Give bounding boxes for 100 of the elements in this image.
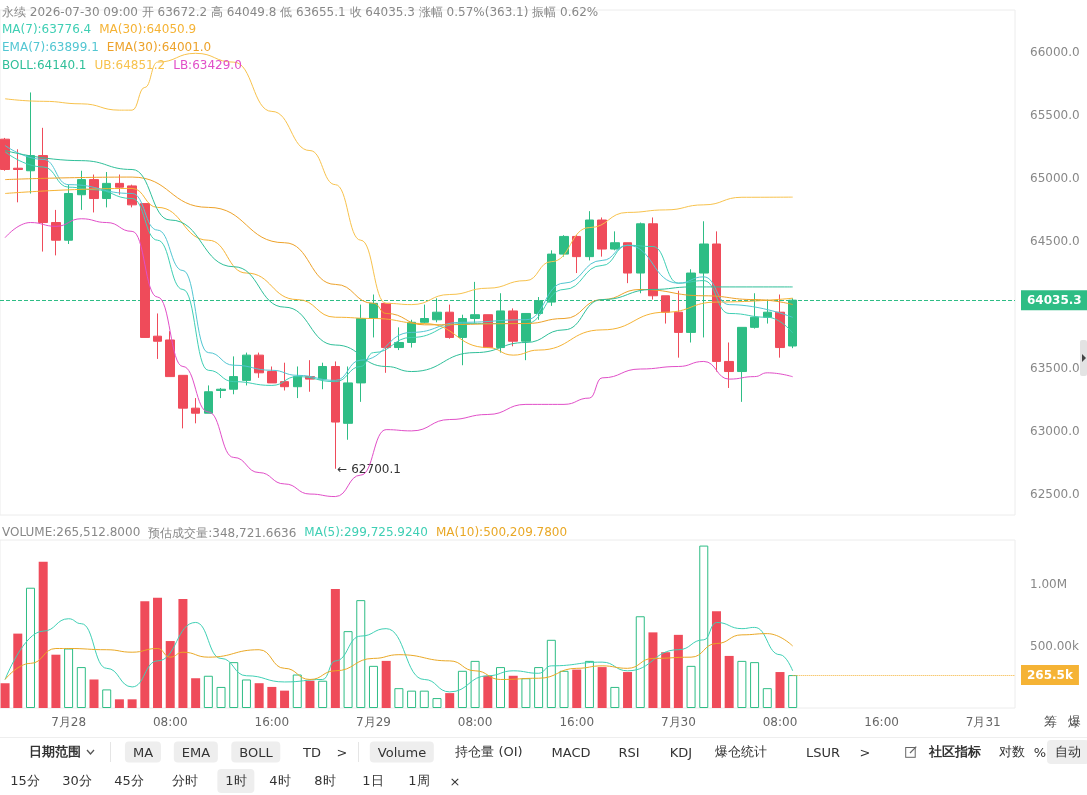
bar [356, 600, 366, 708]
y-tick-label: 65500.0 [1030, 108, 1080, 123]
bar [330, 588, 340, 708]
bar [394, 688, 404, 708]
annotation: ← 62700.1 [337, 461, 401, 476]
text: EMA(30):64001.0 [106, 40, 212, 54]
y-tick-label: 500.00k [1030, 639, 1079, 654]
text: 1周 [408, 772, 430, 790]
x-tick-label: 7月28 [51, 715, 87, 729]
bar [407, 690, 417, 708]
candlestick [750, 292, 759, 330]
candlestick [191, 397, 200, 424]
candlestick [318, 362, 327, 390]
line-series [4, 633, 794, 680]
series-label: UB:64851.2 [94, 58, 166, 72]
line-series [4, 218, 794, 498]
bar [457, 670, 467, 708]
bar [25, 587, 35, 708]
text: 持仓量 (OI) [455, 743, 523, 761]
line-series [4, 176, 794, 326]
bar [368, 665, 378, 708]
bar [153, 597, 163, 708]
bar [699, 545, 709, 708]
candlestick [521, 312, 531, 361]
candlestick [648, 216, 658, 301]
text: BOLL [231, 741, 281, 763]
x-tick-label: 08:00 [762, 715, 798, 729]
y-tick-label: 65000.0 [1030, 171, 1080, 186]
bar [686, 665, 696, 708]
bar [762, 688, 772, 708]
candlestick [165, 330, 175, 378]
ref-line-label: 64035.3 [1027, 293, 1082, 308]
text: 45分 [114, 772, 144, 790]
text: % [1033, 743, 1047, 762]
bar [610, 686, 620, 708]
bar [508, 675, 518, 708]
text: 8时 [314, 772, 336, 790]
text: TD [303, 743, 321, 762]
text: MA(7):63776.4 [2, 22, 92, 36]
bar [51, 654, 61, 708]
bar [216, 686, 226, 708]
bar [750, 662, 760, 708]
text: 15分 [10, 772, 40, 790]
candlestick [0, 137, 10, 172]
bar [623, 672, 633, 708]
bar [280, 690, 290, 708]
candlestick [242, 352, 251, 386]
bar [140, 601, 150, 708]
bar [305, 680, 315, 708]
bar [788, 675, 798, 708]
bar [635, 616, 645, 708]
bar [775, 672, 785, 708]
ref-line-label: 265.5k [1027, 668, 1074, 683]
candlestick [610, 230, 620, 251]
candlestick [178, 374, 188, 429]
bar [381, 660, 391, 708]
candlestick [267, 365, 277, 384]
bar [521, 678, 531, 708]
candlestick [420, 304, 429, 325]
candlestick [51, 209, 61, 256]
text: VOLUME:265,512.8000 [2, 525, 141, 541]
candlestick [229, 355, 238, 395]
bar [470, 660, 480, 708]
text: Volume [369, 741, 435, 763]
x-tick-label: 7月31 [965, 715, 1001, 729]
y-tick-label: 66000.0 [1030, 45, 1080, 60]
bar [661, 652, 671, 708]
candlestick [559, 234, 569, 258]
bar [178, 598, 188, 708]
chart-title: 永续 2026-07-30 09:00 开 63672.2 高 64049.8 低 63655.1 收 64035.3 涨幅 0.57%(363.1) 振幅 0.62% [2, 4, 599, 21]
bar [445, 693, 455, 708]
candlestick [508, 307, 518, 347]
bar [724, 655, 734, 708]
x-tick-label: 08:00 [457, 715, 493, 729]
candlestick [775, 294, 785, 359]
bar [191, 678, 201, 708]
text: 筹 [1043, 713, 1057, 731]
bar [203, 675, 213, 708]
y-tick-label: 63000.0 [1030, 423, 1080, 438]
candlestick [661, 295, 670, 325]
text: 4时 [269, 772, 291, 790]
bar [496, 667, 506, 708]
candlestick [293, 365, 302, 399]
text: BOLL:64140.1 [2, 58, 87, 72]
candlestick [153, 312, 162, 360]
text: LSUR [805, 743, 841, 762]
bar [648, 632, 658, 708]
bar [241, 679, 251, 708]
line-series [4, 52, 794, 306]
bar [267, 686, 277, 708]
candlestick [674, 290, 683, 359]
line-series [4, 187, 794, 356]
text: 30分 [62, 772, 92, 790]
bar [597, 667, 607, 708]
candlestick [204, 384, 213, 414]
bar [102, 689, 112, 708]
x-tick-label: 7月29 [356, 715, 391, 729]
x-tick-label: 16:00 [864, 715, 899, 729]
candlestick [64, 184, 73, 245]
y-tick-label: 62500.0 [1030, 487, 1080, 502]
